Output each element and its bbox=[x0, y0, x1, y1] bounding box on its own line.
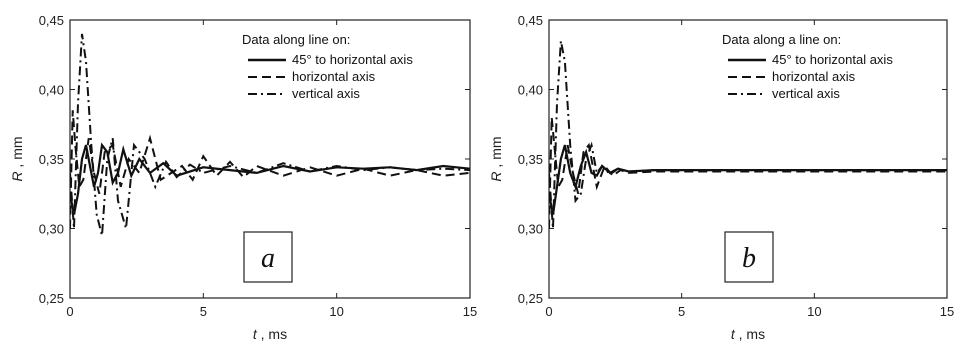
series-line-dashed bbox=[70, 110, 470, 229]
series-line-dashdot bbox=[549, 40, 947, 229]
panel-label: b bbox=[742, 243, 756, 274]
chart-panel-a: 0,25 0,30 0,35 0,40 0,45 0 5 10 15 t , ms R , mm Da… bbox=[9, 13, 477, 342]
x-axis-label: t , ms bbox=[731, 326, 765, 342]
y-tick-label: 0,40 bbox=[39, 83, 64, 98]
y-tick-label: 0,45 bbox=[518, 13, 543, 28]
series-line-solid bbox=[549, 144, 947, 215]
y-axis-label: R , mm bbox=[9, 136, 25, 181]
x-tick-label: 10 bbox=[329, 304, 343, 319]
legend-entry-label: vertical axis bbox=[772, 86, 840, 101]
legend-entry-label: horizontal axis bbox=[292, 69, 376, 84]
legend-entry-label: vertical axis bbox=[292, 86, 360, 101]
x-tick-label: 5 bbox=[200, 304, 207, 319]
y-tick-label: 0,25 bbox=[518, 291, 543, 306]
legend-title: Data along a line on: bbox=[722, 32, 841, 47]
legend: Data along a line on: 45° to horizontal a… bbox=[722, 32, 893, 101]
x-tick-label: 10 bbox=[807, 304, 821, 319]
y-tick-label: 0,30 bbox=[518, 222, 543, 237]
x-tick-label: 0 bbox=[66, 304, 73, 319]
chart-panel-b: 0,25 0,30 0,35 0,40 0,45 0 5 10 15 t , ms R , mm Da… bbox=[488, 13, 954, 342]
y-tick-label: 0,25 bbox=[39, 291, 64, 306]
panel-label-box bbox=[724, 231, 774, 283]
legend-entry-label: 45° to horizontal axis bbox=[772, 52, 893, 67]
y-tick-label: 0,45 bbox=[39, 13, 64, 28]
x-tick-label: 15 bbox=[940, 304, 954, 319]
x-tick-label: 0 bbox=[545, 304, 552, 319]
x-tick-label: 15 bbox=[463, 304, 477, 319]
legend-entry-label: 45° to horizontal axis bbox=[292, 52, 413, 67]
series-line-dashdot bbox=[70, 33, 470, 236]
legend-title: Data along line on: bbox=[242, 32, 350, 47]
legend: Data along line on: 45° to horizontal axi… bbox=[242, 32, 413, 101]
panel-label: a bbox=[261, 243, 275, 274]
series-line-dashed bbox=[549, 117, 947, 229]
x-tick-label: 5 bbox=[678, 304, 685, 319]
y-tick-label: 0,35 bbox=[518, 152, 543, 167]
legend-entry-label: horizontal axis bbox=[772, 69, 856, 84]
y-tick-label: 0,30 bbox=[39, 222, 64, 237]
x-axis-label: t , ms bbox=[253, 326, 287, 342]
panel-label-box bbox=[243, 231, 293, 283]
y-tick-label: 0,35 bbox=[39, 152, 64, 167]
y-tick-label: 0,40 bbox=[518, 83, 543, 98]
y-axis-label: R , mm bbox=[488, 136, 504, 181]
